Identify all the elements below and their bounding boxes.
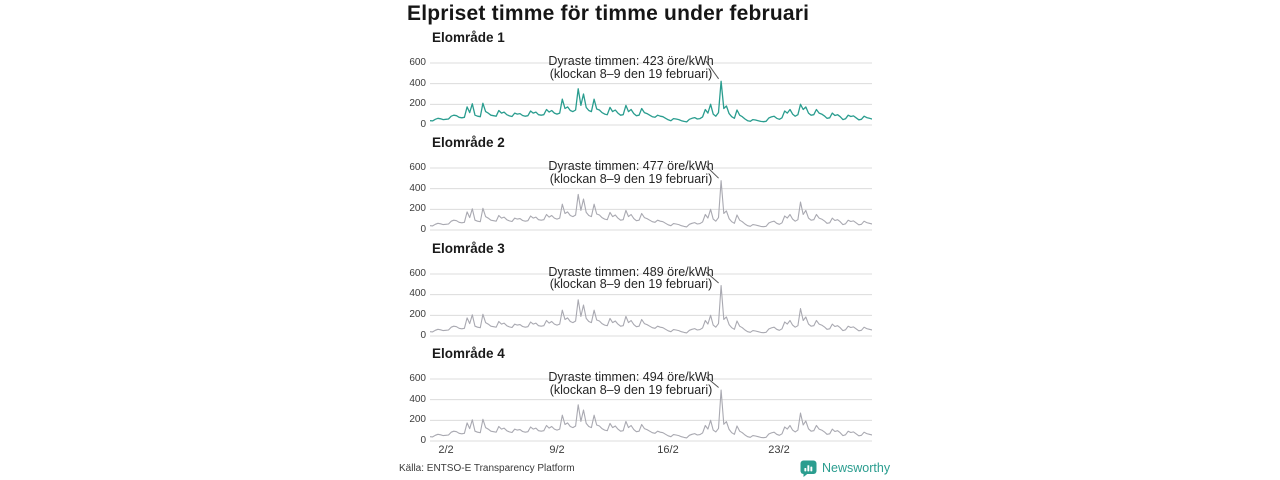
y-tick-label: 600 (409, 373, 426, 384)
max-price-annotation: Dyraste timmen: 489 öre/kWh (klockan 8–9… (521, 266, 741, 291)
x-tick-label: 9/2 (549, 444, 565, 456)
newsworthy-logo[interactable]: Newsworthy (800, 460, 890, 477)
y-tick-label: 0 (420, 224, 426, 236)
y-tick-label: 600 (409, 267, 426, 279)
chart-subtitle: Elområde 3 (432, 240, 505, 256)
chart-subtitle: Elområde 1 (432, 30, 505, 45)
x-tick-label: 23/2 (768, 444, 790, 456)
chart-elomrade-1: Elområde 1 600 400 200 0 Dyraste timmen:… (395, 30, 885, 136)
y-tick-label: 0 (420, 119, 426, 130)
y-tick-label: 600 (409, 162, 426, 174)
y-tick-label: 200 (409, 203, 426, 215)
annotation-line2: (klockan 8–9 den 19 februari) (549, 66, 713, 81)
chart-elomrade-4: Elområde 4 600 400 200 0 Dyraste timmen:… (395, 346, 885, 452)
chart-elomrade-2: Elområde 2 600 400 200 0 Dyraste timmen:… (395, 135, 885, 241)
y-tick-label: 0 (420, 435, 426, 446)
price-line-chart (430, 271, 872, 337)
price-line-chart (430, 60, 872, 126)
source-attribution: Källa: ENTSO-E Transparency Platform (399, 463, 575, 474)
y-tick-label: 400 (409, 77, 426, 89)
chart-subtitle: Elområde 2 (432, 135, 505, 151)
max-price-annotation: Dyraste timmen: 423 öre/kWh (klockan 8–9… (521, 55, 741, 80)
max-price-annotation: Dyraste timmen: 494 öre/kWh (klockan 8–9… (521, 371, 741, 396)
x-tick-label: 16/2 (657, 444, 679, 456)
annotation-line1: Dyraste timmen: 423 öre/kWh (548, 54, 714, 68)
x-axis: 2/2 9/2 16/2 23/2 (395, 444, 885, 458)
annotation-line2: (klockan 8–9 den 19 februari) (549, 171, 713, 186)
annotation-line2: (klockan 8–9 den 19 februari) (549, 382, 713, 397)
annotation-line2: (klockan 8–9 den 19 februari) (549, 277, 713, 292)
chart-subtitle: Elområde 4 (432, 346, 505, 361)
annotation-line1: Dyraste timmen: 477 öre/kWh (548, 159, 714, 174)
newsworthy-icon (800, 460, 817, 477)
max-price-annotation: Dyraste timmen: 477 öre/kWh (klockan 8–9… (521, 160, 741, 185)
y-tick-label: 200 (409, 308, 426, 320)
y-tick-label: 600 (409, 57, 426, 68)
price-line-chart (430, 165, 872, 231)
x-tick-label: 2/2 (438, 444, 454, 456)
y-tick-label: 400 (409, 288, 426, 300)
y-tick-label: 200 (409, 414, 426, 425)
y-tick-label: 400 (409, 393, 426, 405)
annotation-line1: Dyraste timmen: 494 öre/kWh (548, 370, 714, 384)
y-tick-label: 400 (409, 182, 426, 194)
page-title: Elpriset timme för timme under februari (407, 2, 810, 25)
annotation-line1: Dyraste timmen: 489 öre/kWh (548, 264, 714, 279)
newsworthy-label: Newsworthy (822, 461, 891, 475)
chart-elomrade-3: Elområde 3 600 400 200 0 Dyraste timmen:… (395, 241, 885, 347)
y-tick-label: 200 (409, 98, 426, 109)
y-tick-label: 0 (420, 329, 426, 341)
price-line-chart (430, 376, 872, 442)
